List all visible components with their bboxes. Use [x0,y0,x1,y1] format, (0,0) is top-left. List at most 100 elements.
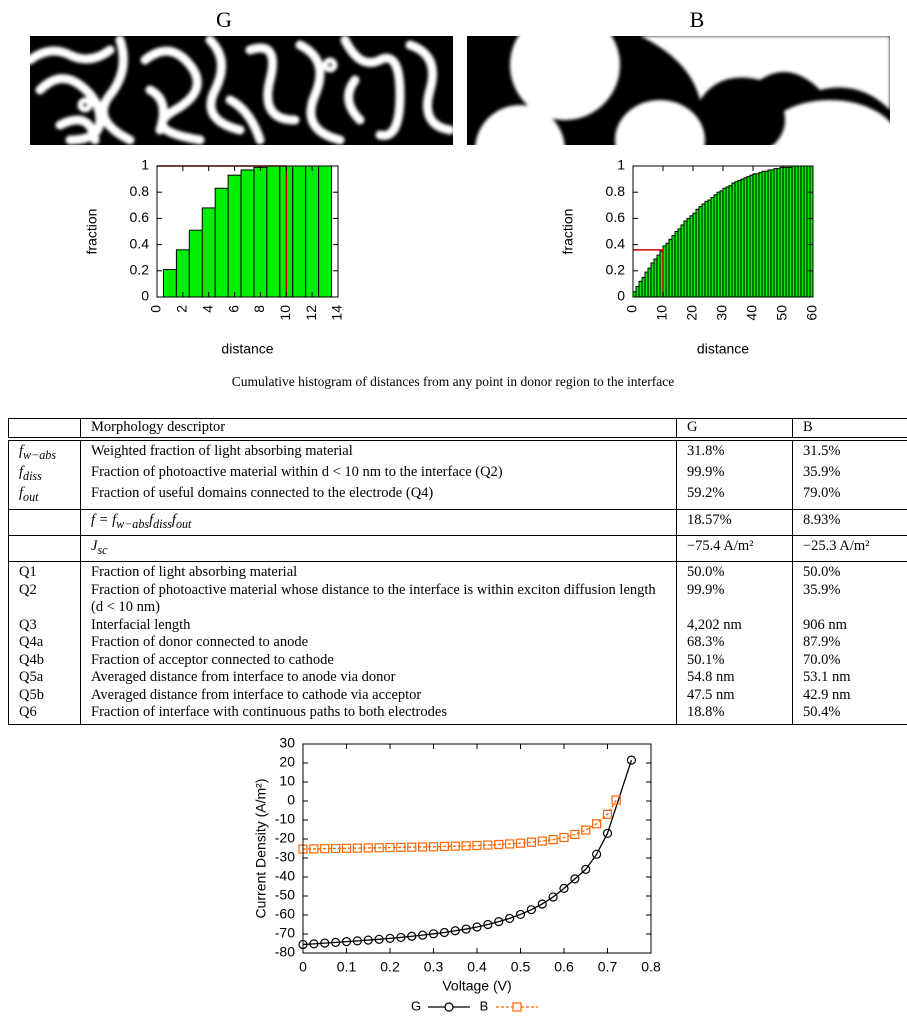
y-tick-label: -80 [275,944,295,960]
table-row: Q4b Fraction of acceptor connected to cat… [9,652,907,670]
table-cell: 4,202 nm [677,617,793,635]
table-cell: 68.3% [677,634,793,652]
y-tick-label: 0 [287,792,295,808]
legend-label: G [411,998,421,1013]
table-cell: 99.9% [677,582,793,617]
x-tick-label: 14 [329,305,345,321]
table-cell: 35.9% [793,582,907,617]
table-cell: Q4b [9,652,81,670]
cell-text: Fraction of donor connected to anode [91,634,308,650]
table-cell: f = fw−absfdissfout [81,509,677,535]
cell-text: Q6 [19,704,37,720]
page: { "panels": [{"label": "G"}, {"label": "… [0,0,907,1021]
y-tick-label: 0.2 [606,262,626,278]
y-tick-label: 0.4 [606,235,626,251]
table-cell: Fraction of donor connected to anode [81,634,677,652]
series-line [303,760,631,944]
table-row: fdissFraction of photoactive material wi… [9,464,907,485]
bar [306,166,319,297]
table-row: Q4a Fraction of donor connected to anode 6… [9,634,907,652]
table-cell: Morphology descriptor [81,419,677,439]
x-tick-label: 8 [251,305,267,313]
panel-label: B [690,7,705,32]
y-axis-label: fraction [560,209,576,255]
table-cell [9,509,81,535]
x-axis-label: distance [221,341,273,357]
cell-text: −75.4 A/m² [687,538,754,554]
bar [215,188,228,297]
table-cell: Averaged distance from interface to cath… [81,687,677,705]
legend-label: B [480,998,489,1013]
bar [293,166,306,297]
cell-text: 18.57% [687,512,732,528]
x-tick-label: 0.7 [598,959,618,975]
table: Morphology descriptor G Bfw−absWeighted fr… [8,418,907,725]
y-tick-label: 20 [279,754,295,770]
cell-text: Interfacial length [91,617,190,633]
row-group: Jsc−75.4 A/m²−25.3 A/m² [9,536,907,562]
y-tick-label: 0.6 [606,209,626,225]
cell-text: B [803,419,813,435]
cell-text: 906 nm [803,617,847,633]
table-cell: 18.57% [677,509,793,535]
cell-text: 59.2% [687,485,724,501]
table-cell: Q4a [9,634,81,652]
cell-text: 50.1% [687,652,724,668]
cell-text: 31.8% [687,443,724,459]
subscript: out [176,517,191,531]
y-tick-label: -10 [275,811,295,827]
y-tick-label: 30 [279,735,295,751]
legend-marker [513,1003,521,1011]
table-row: Q5aAveraged distance from interface to a… [9,669,907,687]
cell-text: 99.9% [687,582,724,598]
bar [267,166,280,297]
x-tick-label: 10 [277,305,293,321]
cell-text: 4,202 nm [687,617,742,633]
table-cell: 79.0% [793,485,907,509]
y-tick-label: -40 [275,868,295,884]
subscript: w−abs [116,517,149,531]
math: f = f [91,512,116,528]
cell-text: Fraction of useful domains connected to … [91,485,433,501]
morphology-image [30,36,453,145]
cell-text: Q1 [19,564,37,580]
y-tick-label: 1 [141,157,149,173]
cell-text: Fraction of acceptor connected to cathod… [91,652,334,668]
bar [228,175,241,297]
cell-text: G [687,419,697,435]
cell-text: 35.9% [803,464,840,480]
table-cell [9,536,81,562]
cell-text: Fraction of light absorbing material [91,564,297,580]
table-row: Q2Fraction of photoactive material whose… [9,582,907,617]
subscript: diss [153,517,172,531]
table-cell: 54.8 nm [677,669,793,687]
bar [202,208,215,297]
x-tick-label: 4 [199,305,215,313]
table-cell: 87.9% [793,634,907,652]
x-tick-label: 0 [148,305,164,313]
table-cell: Fraction of acceptor connected to cathod… [81,652,677,670]
table-cell: Jsc [81,536,677,562]
x-tick-label: 50 [774,305,790,321]
table-cell: Q2 [9,582,81,617]
header-row: Morphology descriptor G B [9,419,907,439]
y-tick-label: 0.4 [130,235,150,251]
table-cell: Fraction of useful domains connected to … [81,485,677,509]
x-tick-label: 6 [225,305,241,313]
x-tick-label: 0 [299,959,307,975]
table-header: Morphology descriptor G B [9,419,907,439]
table-row: Q5bAveraged distance from interface to c… [9,687,907,705]
subscript: w−abs [23,447,56,461]
y-tick-label: -70 [275,925,295,941]
cell-text: Q2 [19,582,37,598]
cell-text: Q5a [19,669,43,685]
legend-marker [445,1003,453,1011]
x-tick-label: 0.8 [641,959,661,975]
table-cell: 47.5 nm [677,687,793,705]
table-cell: 59.2% [677,485,793,509]
cell-text: 50.0% [803,564,840,580]
table-row: fw−absWeighted fraction of light absorbi… [9,439,907,464]
data-table: Morphology descriptor G Bfw−absWeighted fr… [8,418,907,725]
